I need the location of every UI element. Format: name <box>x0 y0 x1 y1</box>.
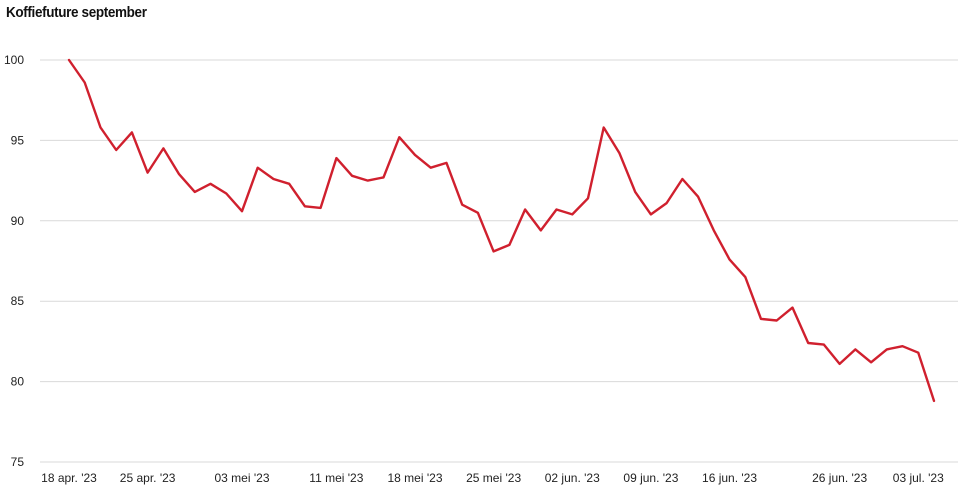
x-tick-label: 02 jun. '23 <box>545 471 600 485</box>
y-tick-label: 100 <box>4 53 24 67</box>
series-layer <box>67 58 936 403</box>
x-tick-label: 03 jul. '23 <box>893 471 944 485</box>
chart-title: Koffiefuture september <box>6 4 147 21</box>
x-tick-label: 18 mei '23 <box>388 471 443 485</box>
x-tick-label: 03 mei '23 <box>215 471 270 485</box>
x-tick-label: 25 apr. '23 <box>120 471 176 485</box>
x-tick-label: 16 jun. '23 <box>702 471 757 485</box>
y-tick-label: 80 <box>11 375 25 389</box>
y-tick-label: 90 <box>11 214 25 228</box>
y-tick-label: 75 <box>11 455 25 469</box>
y-tick-label: 85 <box>11 294 25 308</box>
x-tick-label: 26 jun. '23 <box>812 471 867 485</box>
y-axis-ticks: 75 80 85 90 95 100 <box>4 53 24 469</box>
y-tick-label: 95 <box>11 133 25 147</box>
series-line <box>67 58 936 403</box>
x-tick-label: 09 jun. '23 <box>623 471 678 485</box>
x-axis-ticks: 18 apr. '23 25 apr. '23 03 mei '23 11 mei '… <box>41 471 944 485</box>
grid-lines <box>40 59 958 463</box>
x-tick-label: 11 mei '23 <box>309 471 363 485</box>
x-tick-label: 18 apr. '23 <box>41 471 97 485</box>
x-tick-label: 25 mei '23 <box>466 471 521 485</box>
